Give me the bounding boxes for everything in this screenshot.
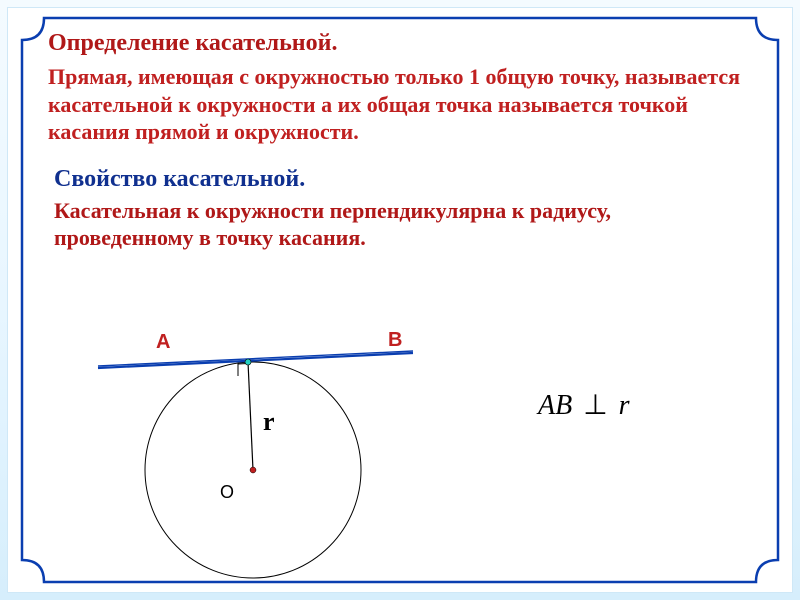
formula-r: r [619,390,630,421]
tangent-line [98,353,413,368]
perpendicular-formula: AB ⊥ r [538,388,630,422]
label-r: r [263,407,275,436]
slide-frame: Определение касательной. Прямая, имеющая… [8,8,792,592]
tangent-line-overlay [98,351,413,366]
property-title: Свойство касательной. [54,166,752,193]
perp-symbol: ⊥ [579,390,611,421]
tangent-point [245,359,251,365]
center-point [250,467,256,473]
definition-text: Прямая, имеющая с окружностью только 1 о… [48,63,752,146]
diagram-container: А В Оr AB ⊥ r [68,320,768,580]
label-A: А [156,331,170,353]
label-O: О [220,482,234,502]
tangent-diagram: А В Оr [68,320,768,580]
label-B: В [388,329,402,351]
content-area: Определение касательной. Прямая, имеющая… [48,30,752,570]
property-text: Касательная к окружности перпендикулярна… [54,197,752,252]
formula-AB: AB [538,390,572,421]
definition-title: Определение касательной. [48,30,752,57]
radius-line [248,362,253,470]
